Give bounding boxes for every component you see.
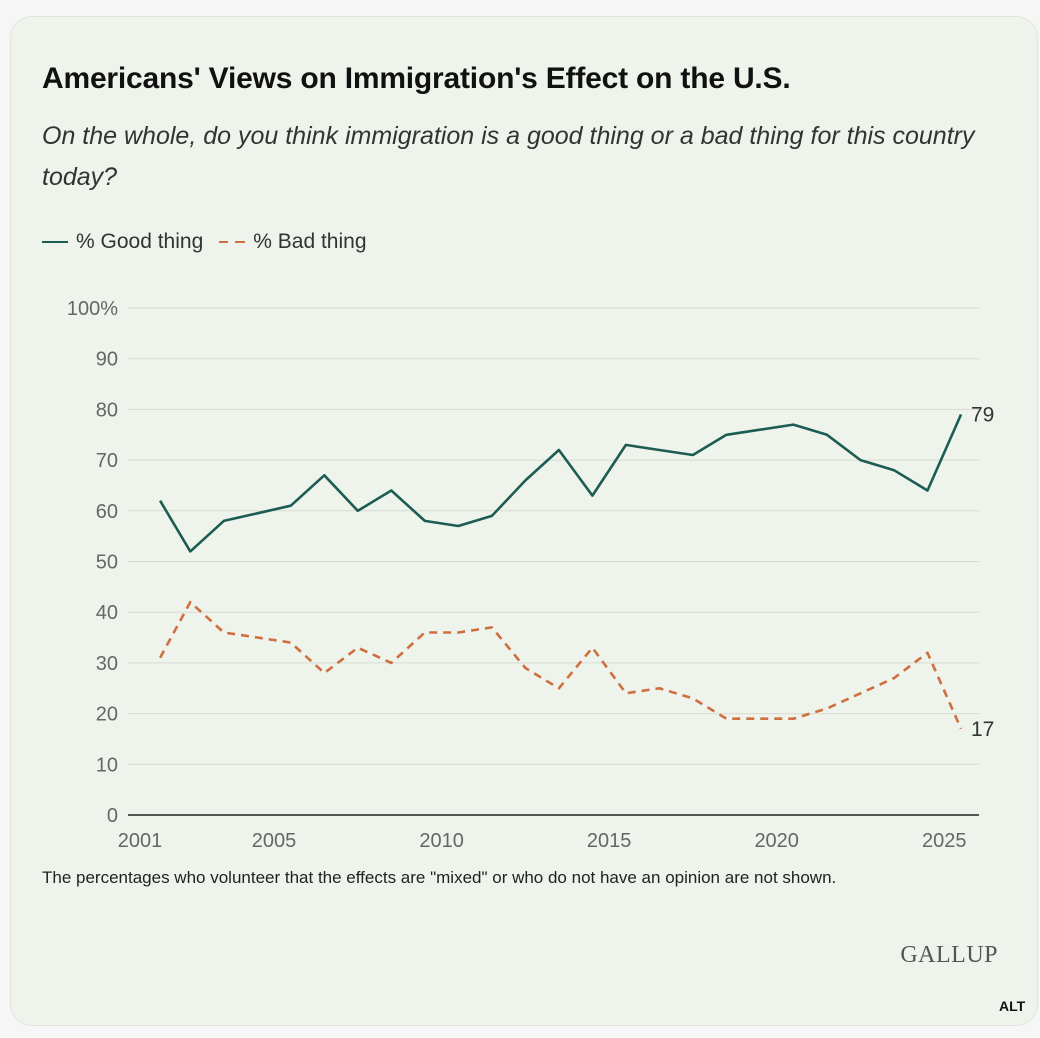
- legend: % Good thing % Bad thing: [42, 230, 367, 254]
- end-label-good: 79: [971, 403, 994, 426]
- y-tick-label-100: 100%: [67, 298, 118, 320]
- end-label-bad: 17: [971, 718, 994, 741]
- chart-title: Americans' Views on Immigration's Effect…: [42, 62, 791, 95]
- x-tick-label-2001: 2001: [118, 830, 163, 852]
- y-tick-label-40: 40: [96, 602, 118, 624]
- series-line-bad: [158, 600, 963, 730]
- y-tick-label-50: 50: [96, 552, 118, 574]
- legend-label-bad: % Bad thing: [253, 230, 367, 253]
- chart-card: [10, 16, 1038, 1026]
- footnote: The percentages who volunteer that the e…: [42, 868, 837, 887]
- legend-item-bad: % Bad thing: [219, 230, 367, 254]
- x-tick-label-2015: 2015: [587, 830, 632, 852]
- legend-label-good: % Good thing: [76, 230, 204, 253]
- y-tick-label-20: 20: [96, 704, 118, 726]
- legend-swatch-good: [42, 240, 68, 244]
- alt-text-button[interactable]: ALT: [996, 996, 1029, 1016]
- series-line-good: [158, 413, 963, 553]
- y-tick-label-10: 10: [96, 754, 118, 776]
- legend-swatch-bad: [219, 240, 246, 244]
- legend-item-good: % Good thing: [42, 230, 203, 254]
- y-tick-label-0: 0: [107, 805, 118, 827]
- y-tick-label-80: 80: [96, 399, 118, 421]
- x-tick-label-2020: 2020: [754, 830, 799, 852]
- y-tick-label-30: 30: [96, 653, 118, 675]
- x-tick-label-2005: 2005: [252, 830, 297, 852]
- y-tick-label-70: 70: [96, 450, 118, 472]
- y-tick-label-60: 60: [96, 501, 118, 523]
- chart-subtitle: On the whole, do you think immigration i…: [42, 122, 975, 191]
- x-tick-label-2025: 2025: [922, 830, 967, 852]
- gallup-logo: GALLUP: [900, 942, 998, 968]
- y-tick-label-90: 90: [96, 349, 118, 371]
- x-tick-label-2010: 2010: [419, 830, 464, 852]
